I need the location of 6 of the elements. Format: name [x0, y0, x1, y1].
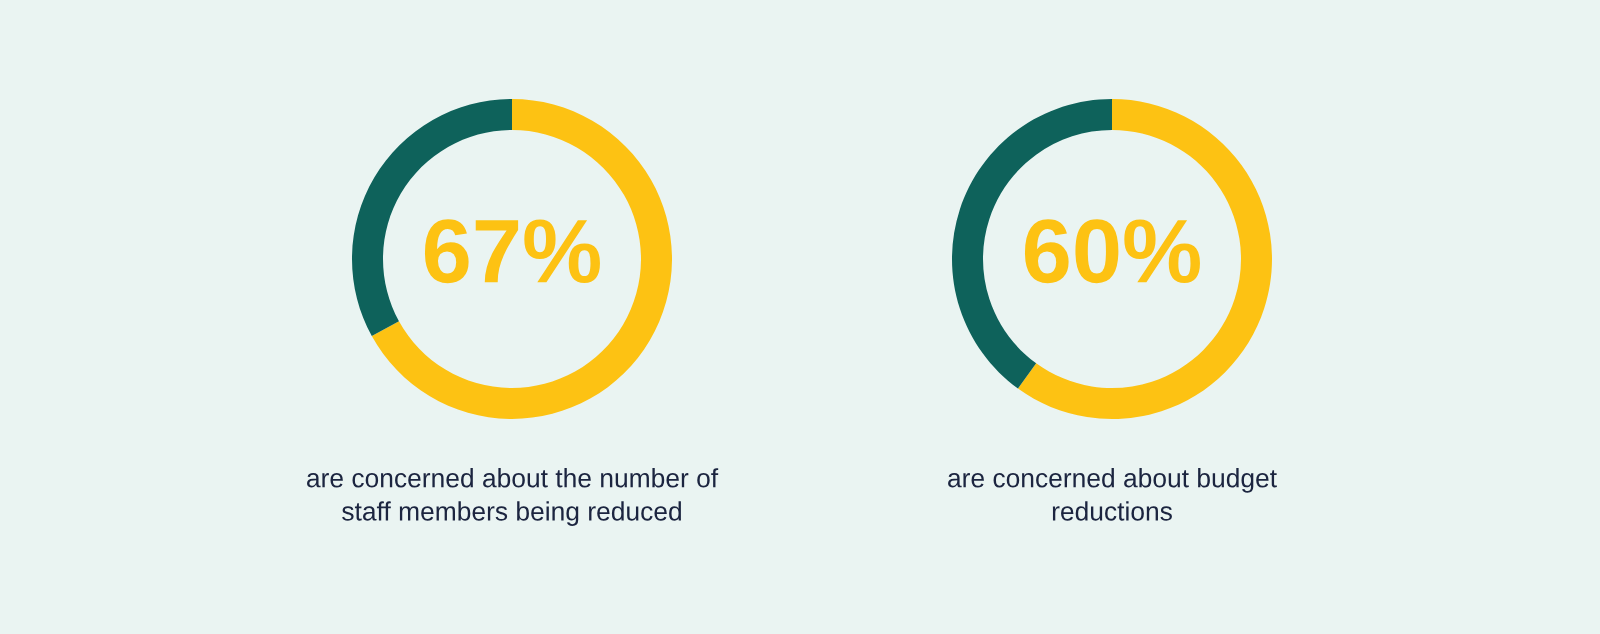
text: are concerned about the number of staff members being reduced — [307, 468, 719, 526]
donut-slice — [1017, 99, 1272, 419]
text: are concerned about budget reductions — [948, 468, 1277, 521]
donut-slice — [371, 99, 672, 419]
data-label: 67% — [424, 219, 600, 284]
data-label: 60% — [1024, 219, 1200, 284]
